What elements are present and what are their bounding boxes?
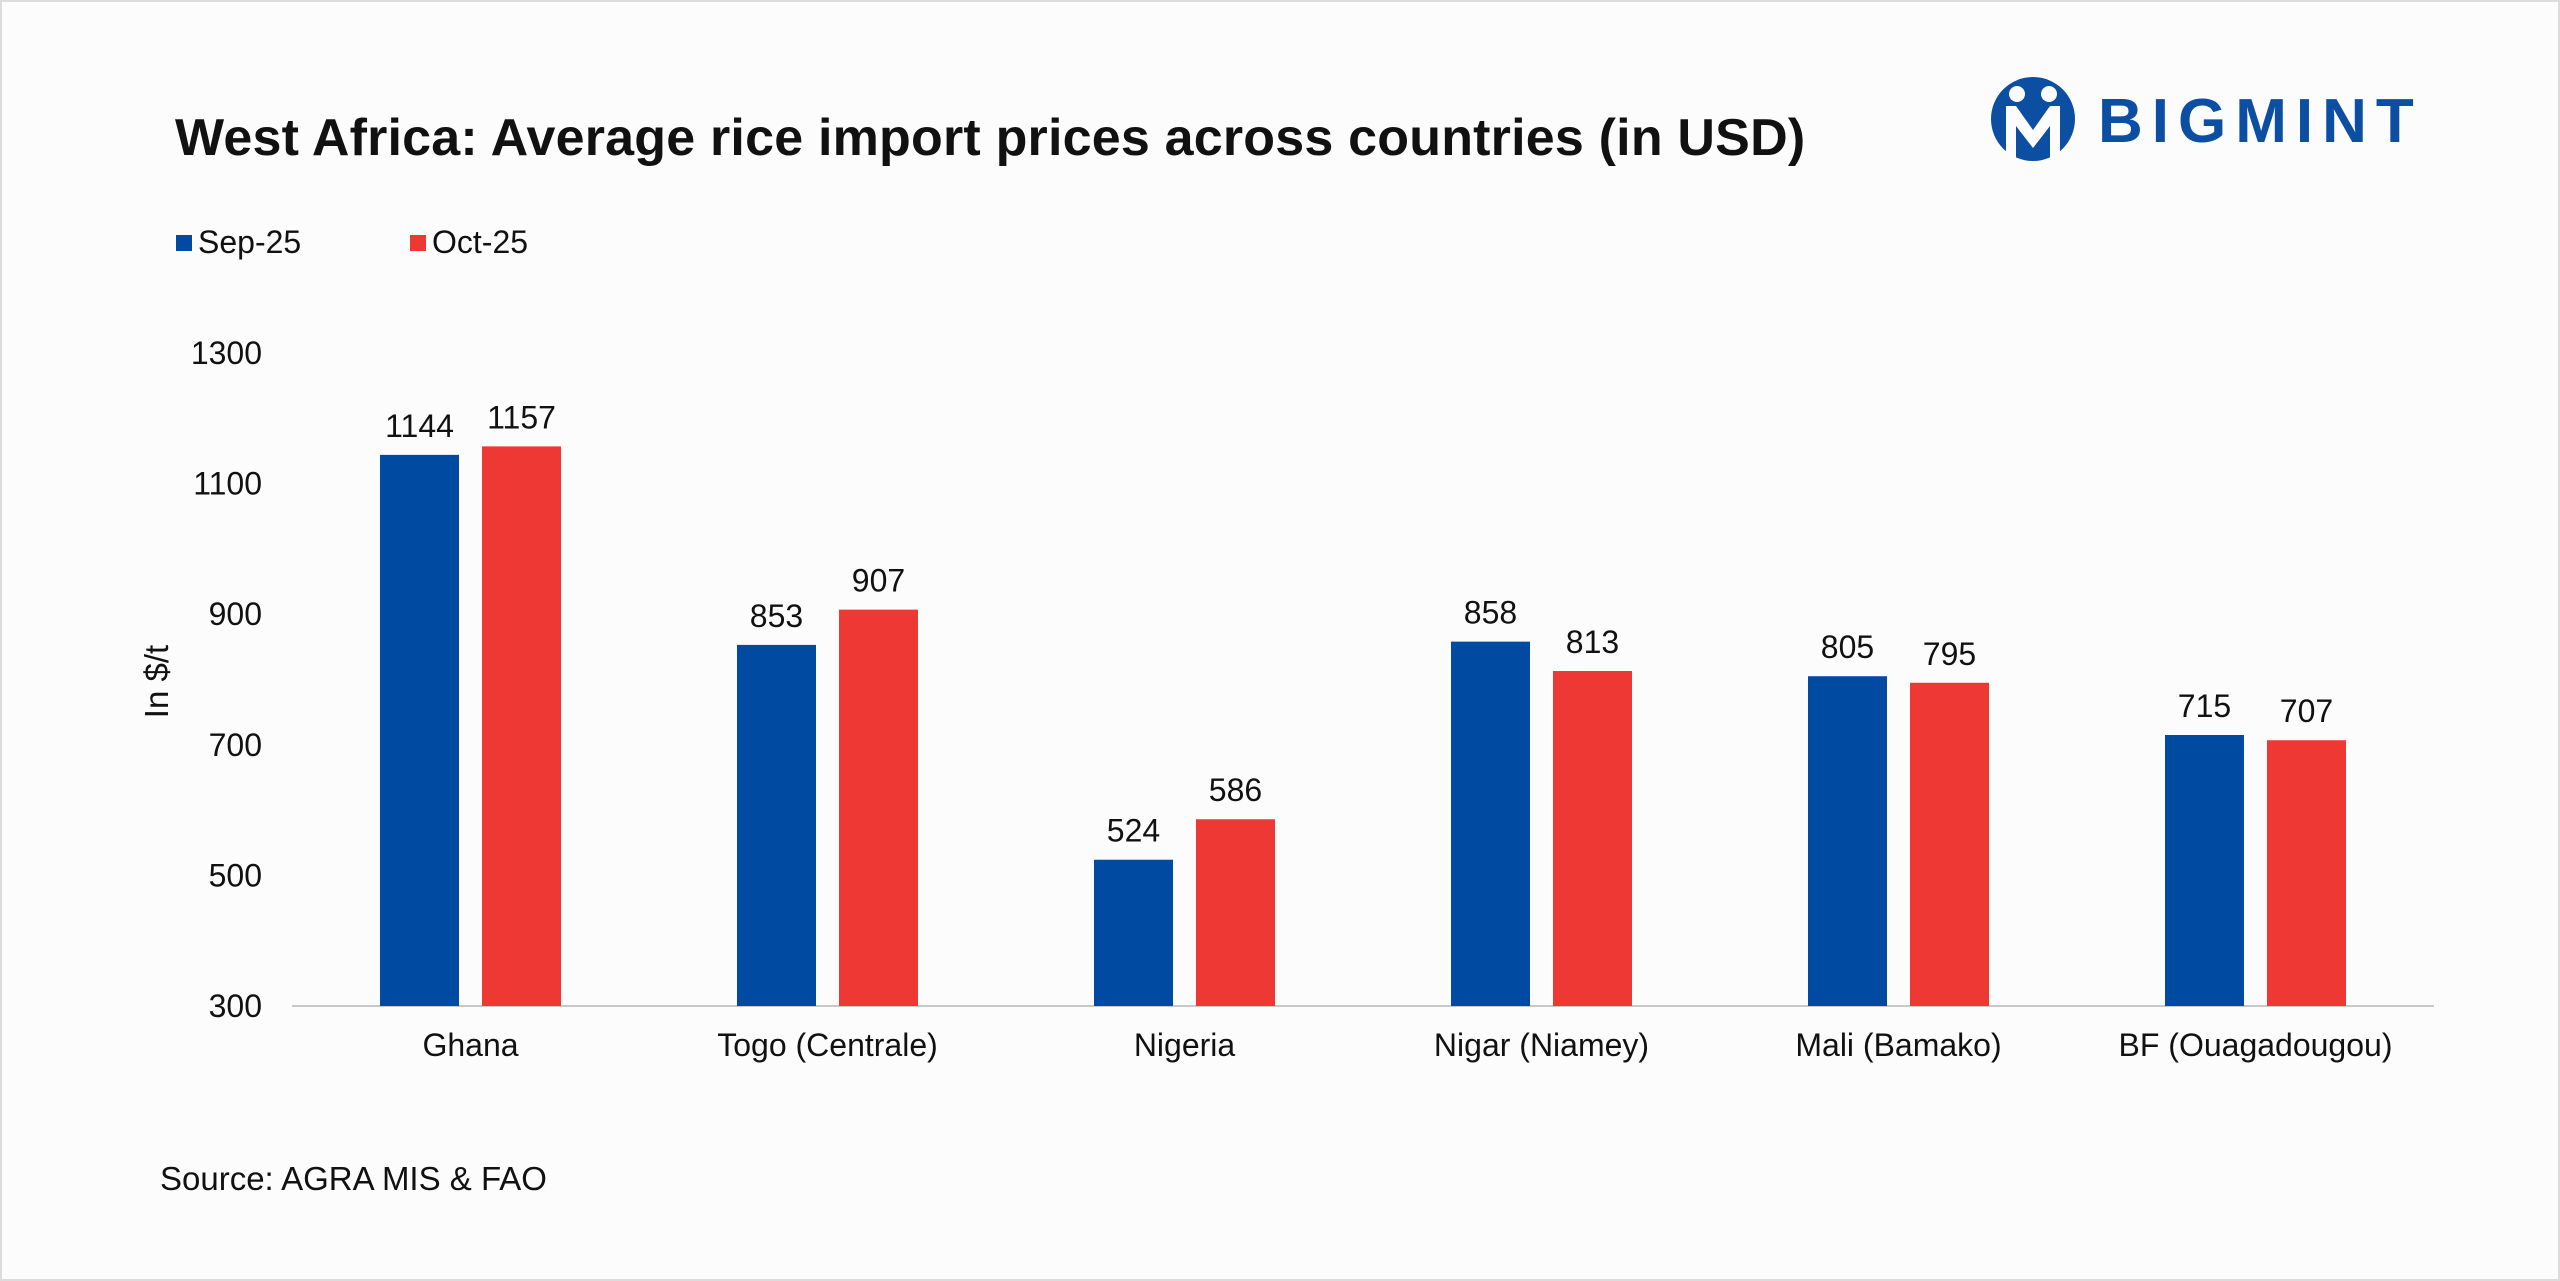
data-label: 1144 <box>385 408 454 444</box>
data-label: 707 <box>2280 693 2333 729</box>
legend-item-sep-25: Sep-25 <box>176 224 301 261</box>
bar-oct-25 <box>1910 682 1989 1006</box>
data-label: 1157 <box>487 399 556 435</box>
data-label: 813 <box>1566 624 1619 660</box>
x-tick-label: Nigar (Niamey) <box>1434 1027 1649 1063</box>
x-tick-label: Mali (Bamako) <box>1795 1027 2001 1063</box>
data-label: 715 <box>2178 688 2231 724</box>
y-tick-label: 700 <box>209 727 262 763</box>
x-tick-label: BF (Ouagadougou) <box>2119 1027 2393 1063</box>
y-tick-label: 300 <box>209 988 262 1024</box>
bar-oct-25 <box>839 609 918 1006</box>
y-tick-label: 900 <box>209 596 262 632</box>
legend-swatch-sep-25 <box>176 235 192 251</box>
data-label: 907 <box>852 563 905 599</box>
bar-sep-25 <box>1808 676 1887 1006</box>
y-tick-label: 500 <box>209 857 262 893</box>
legend-label-oct-25: Oct-25 <box>432 224 529 260</box>
legend-item-oct-25: Oct-25 <box>410 224 528 261</box>
data-label: 586 <box>1209 772 1262 808</box>
x-tick-label: Nigeria <box>1134 1027 1236 1063</box>
bigmint-emblem-icon <box>1991 77 2075 161</box>
data-label: 853 <box>750 598 803 634</box>
bar-oct-25 <box>482 446 561 1006</box>
data-label: 858 <box>1464 595 1517 631</box>
data-label: 795 <box>1923 636 1976 672</box>
y-axis-label: In $/t <box>138 645 175 718</box>
brand-logo: BIGMINT <box>1988 72 2438 166</box>
bar-sep-25 <box>1094 859 1173 1006</box>
data-label: 805 <box>1821 629 1874 665</box>
brand-name: BIGMINT <box>2098 87 2423 156</box>
bar-sep-25 <box>737 644 816 1006</box>
legend-swatch-oct-25 <box>410 235 426 251</box>
bar-sep-25 <box>1451 641 1530 1006</box>
bar-oct-25 <box>1553 671 1632 1006</box>
bar-chart: 300 500 700 900 1100 1300 In $/t 1144 1157 Ghana 8… <box>138 335 2434 1063</box>
bar-oct-25 <box>1196 819 1275 1006</box>
source-note: Source: AGRA MIS & FAO <box>160 1160 547 1197</box>
y-tick-label: 1300 <box>191 335 262 371</box>
y-tick-label: 1100 <box>193 466 262 502</box>
bar-oct-25 <box>2267 740 2346 1006</box>
x-tick-label: Ghana <box>422 1027 518 1063</box>
chart-title: West Africa: Average rice import prices … <box>175 109 1806 167</box>
data-label: 524 <box>1107 813 1160 849</box>
legend-label-sep-25: Sep-25 <box>198 224 302 260</box>
bar-sep-25 <box>380 454 459 1006</box>
x-tick-label: Togo (Centrale) <box>717 1027 938 1063</box>
bar-sep-25 <box>2165 735 2244 1006</box>
